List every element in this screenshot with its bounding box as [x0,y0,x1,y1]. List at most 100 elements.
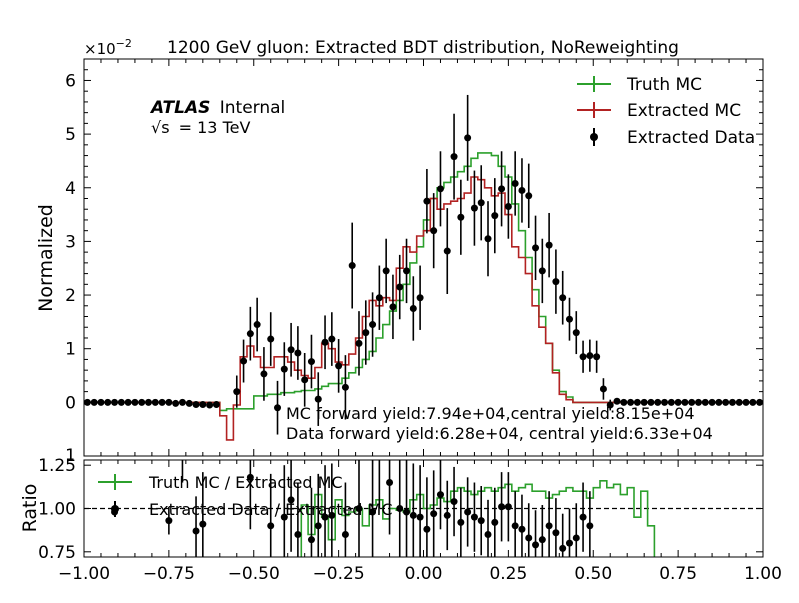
main-data-point [498,151,506,227]
main-data-marker [280,365,288,373]
ratio-data-marker [369,508,377,516]
main-data-point [728,398,736,406]
main-data-marker [97,398,105,406]
main-data-point [389,274,397,340]
main-data-point [240,339,248,383]
main-data-marker [606,401,614,409]
ratio-ticks: 0.75 1.00 1.25 [38,456,763,563]
main-data-marker [409,304,417,312]
ratio-y-tick-label: 1.25 [38,456,76,476]
ratio-data-point [545,491,553,557]
main-data-point [457,179,465,255]
main-data-marker [593,353,601,361]
main-data-point [443,208,451,294]
main-data-marker [518,186,526,194]
main-data-marker [246,330,254,338]
ratio-data-marker [491,518,499,526]
main-data-point [274,380,282,435]
main-data-marker [165,398,173,406]
y-axis-label-ratio: Ratio [19,484,41,533]
main-data-point [321,315,329,370]
main-data-point [416,265,424,330]
chart-title: 1200 GeV gluon: Extracted BDT distributi… [167,38,679,58]
ratio-data-point [525,503,533,557]
main-data-point [124,398,132,406]
ratio-data-point [430,470,438,557]
ratio-data-marker [423,525,431,533]
main-data-marker [124,398,132,406]
main-data-marker [382,267,390,275]
main-data-point [199,400,207,408]
ratio-data-point [552,498,560,557]
main-data-point [436,151,444,227]
main-data-point [593,340,601,373]
main-y-clipped-label: 1 [65,446,76,466]
main-data-marker [484,235,492,243]
ratio-data-point [559,513,567,557]
main-data-marker [749,398,757,406]
main-data-point [138,398,146,406]
main-data-marker [640,398,648,406]
main-data-point [667,398,675,406]
main-data-point [145,398,153,406]
main-data-point [606,399,614,411]
ratio-data-point [416,465,424,557]
ratio-data-marker [378,460,380,461]
ratio-data-marker [464,508,472,516]
ratio-data-point [498,472,506,542]
ratio-data-marker [565,539,573,547]
ratio-data-point [192,496,200,557]
main-data-marker [627,398,635,406]
main-data-marker [586,352,594,360]
ratio-data-point [246,460,254,530]
ratio-data-point [314,473,322,557]
legend-extracted-mc-label: Extracted MC [627,101,741,121]
main-data-point [348,222,356,309]
main-data-point [382,238,390,304]
main-data-marker [735,398,743,406]
main-y-tick-label: 4 [65,179,76,199]
main-data-marker [178,398,186,406]
main-y-tick-label: 6 [65,71,76,91]
legend-entry-extracted-data: Extracted Data [590,128,755,148]
main-data-marker [708,398,716,406]
ratio-data-marker [294,530,302,538]
main-data-point [484,201,492,277]
main-data-marker [504,203,512,211]
ratio-data-point [532,510,540,557]
ratio-data-marker [538,536,546,544]
main-data-point [620,398,628,406]
main-data-point [715,398,723,406]
main-data-marker [688,398,696,406]
main-data-point [97,398,105,406]
main-data-point [654,398,662,406]
main-data-point [742,398,750,406]
y-axis-exponent: ×10−2 [84,37,132,58]
main-data-point [470,170,478,246]
main-data-marker [90,398,98,406]
x-tick-label: −0.50 [228,564,280,584]
ratio-legend-entry-data: Extracted Data / Extracted MC [111,500,393,519]
main-data-point [538,238,546,304]
main-data-marker [633,398,641,406]
main-data-marker [620,398,628,406]
ratio-data-point [280,465,288,557]
atlas-label-experiment: ATLAS [149,98,210,118]
ratio-data-marker [355,505,363,512]
annotation-data-yield: Data forward yield:6.28e+04, central yie… [286,424,713,443]
ratio-data-point [579,482,587,552]
main-data-marker [416,294,424,302]
ratio-data-point [511,491,519,557]
main-data-point [430,193,438,269]
main-data-marker [240,357,248,365]
ratio-data-point [386,460,394,535]
ratio-data-marker [559,544,567,552]
main-data-point [341,355,349,420]
main-data-point [172,399,180,407]
main-series-1-step [84,176,763,441]
ratio-legend-truth-label: Truth MC / Extracted MC [148,473,343,492]
main-data-marker [498,185,506,193]
ratio-legend-data-label: Extracted Data / Extracted MC [149,500,393,519]
main-data-marker [321,338,329,346]
